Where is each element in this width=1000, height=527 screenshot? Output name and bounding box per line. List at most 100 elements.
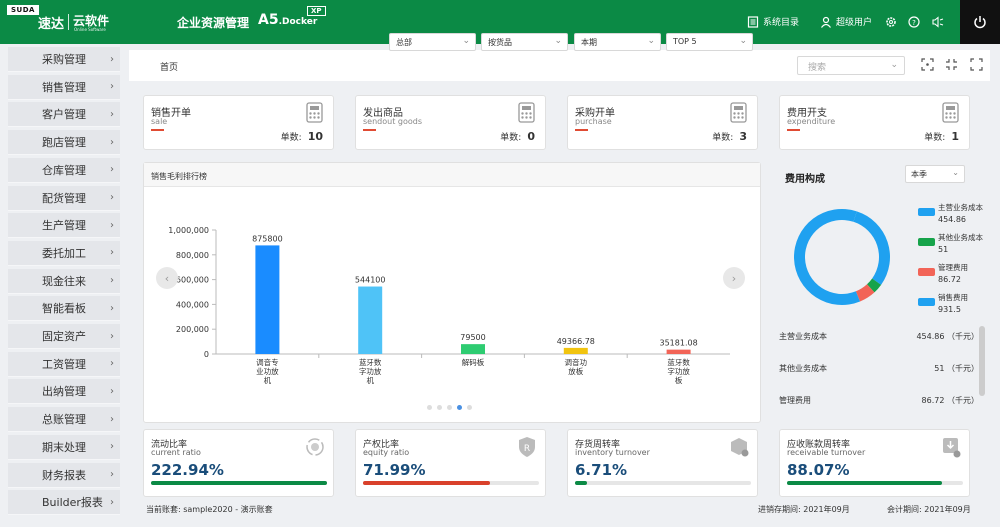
kpi-count-value: 3 [739, 130, 747, 143]
sidebar-item[interactable]: 智能看板 › [8, 296, 120, 322]
sidebar-item-label: 跑店管理 [42, 136, 86, 150]
kpi-title: 费用开支 [787, 108, 827, 119]
sidebar-item[interactable]: 仓库管理 › [8, 157, 120, 183]
carousel-dot[interactable] [437, 405, 442, 410]
chevron-down-icon: ⌄ [647, 36, 655, 46]
carousel-next-button[interactable]: › [723, 267, 745, 289]
sidebar-item-label: 工资管理 [42, 357, 86, 371]
sidebar-item[interactable]: 生产管理 › [8, 213, 120, 239]
tab-home[interactable]: 首页 [160, 63, 179, 73]
x-tick-label: 字功放 [667, 366, 690, 376]
svg-text:?: ? [912, 19, 916, 27]
sidebar-item[interactable]: 采购管理 › [8, 47, 120, 72]
shield-r-icon: R [519, 437, 535, 457]
sales-ranking-card: 销售毛利排行榜 [143, 162, 761, 423]
sidebar-item[interactable]: 固定资产 › [8, 324, 120, 349]
legend-value: 931.5 [938, 305, 961, 314]
legend-name: 销售费用 [938, 293, 968, 302]
sidebar-item-label: 出纳管理 [42, 385, 86, 399]
sidebar-item[interactable]: 工资管理 › [8, 351, 120, 377]
filter-period-select[interactable]: 本期 ⌄ [574, 33, 661, 51]
ratio-subtitle: inventory turnover [575, 448, 650, 457]
chevron-right-icon: › [110, 275, 114, 287]
kpi-count-label: 单数: [500, 133, 522, 143]
scrollbar[interactable] [979, 326, 985, 396]
sidebar-item[interactable]: 期末处理 › [8, 434, 120, 460]
x-tick-label: 机 [264, 375, 272, 385]
kpi-title: 发出商品 [363, 108, 403, 119]
legend-name: 其他业务成本 [938, 233, 983, 242]
brand-divider [68, 14, 69, 30]
legend-name: 管理费用 [938, 263, 968, 272]
carousel-dot[interactable] [467, 405, 472, 410]
sidebar-item[interactable]: 客户管理 › [8, 102, 120, 128]
sidebar-item-label: 总账管理 [42, 413, 86, 427]
filter-branch-value: 总部 [396, 38, 412, 47]
ratio-card[interactable]: 应收账款周转率 receivable turnover 88.07% [779, 429, 970, 497]
legend-swatch [918, 298, 935, 306]
filter-branch-select[interactable]: 总部 ⌄ [389, 33, 476, 51]
filter-group-select[interactable]: 按货品 ⌄ [481, 33, 568, 51]
user-menu-button[interactable]: 超级用户 [820, 15, 872, 28]
sidebar-item[interactable]: 跑店管理 › [8, 130, 120, 156]
help-icon[interactable]: ? [908, 16, 920, 28]
sidebar-item[interactable]: 配货管理 › [8, 185, 120, 211]
kpi-accent [363, 129, 376, 131]
sidebar-item-label: 客户管理 [42, 108, 86, 122]
sidebar-item[interactable]: 出纳管理 › [8, 379, 120, 405]
kpi-count: 单数: 1 [924, 130, 959, 143]
sidebar-item[interactable]: 现金往来 › [8, 268, 120, 294]
settings-icon[interactable] [885, 16, 897, 28]
x-tick-label: 调音专 [256, 357, 279, 367]
carousel-dot[interactable] [427, 405, 432, 410]
kpi-card[interactable]: 费用开支 expenditure 单数: 1 [779, 95, 970, 150]
bar[interactable] [563, 347, 588, 354]
logout-button[interactable] [960, 0, 1000, 44]
sidebar-item[interactable]: Builder报表 › [8, 490, 120, 516]
donut-slice[interactable] [855, 284, 875, 302]
donut-slice[interactable] [867, 278, 882, 293]
search-select[interactable]: 搜索 ⌄ [797, 56, 905, 75]
chevron-right-icon: › [110, 469, 114, 480]
cost-period-select[interactable]: 本季 ⌄ [905, 165, 965, 183]
refresh-coin-icon [306, 438, 324, 456]
sidebar-item-label: 智能看板 [42, 302, 86, 316]
sidebar-item[interactable]: 财务报表 › [8, 462, 120, 488]
ratio-card[interactable]: 流动比率 current ratio 222.94% [143, 429, 334, 497]
kpi-card[interactable]: 销售开单 sale 单数: 10 [143, 95, 334, 150]
brand-logo[interactable]: SUDA 速达 云软件 Online Software [0, 0, 143, 44]
speaker-icon[interactable] [932, 16, 944, 28]
x-tick-label: 板 [675, 375, 683, 385]
bar[interactable] [255, 245, 280, 354]
sidebar-item-label: 采购管理 [42, 53, 86, 66]
ratio-subtitle: equity ratio [363, 448, 410, 457]
x-tick-label: 业功放 [256, 366, 279, 376]
y-tick-label: 800,000 [176, 251, 209, 260]
sidebar-item[interactable]: 总账管理 › [8, 407, 120, 433]
sidebar-item[interactable]: 销售管理 › [8, 74, 120, 100]
brand-name: 速达 [38, 17, 65, 32]
sidebar-item-label: 委托加工 [42, 246, 86, 260]
collapse-icon[interactable] [945, 58, 958, 71]
system-catalog-button[interactable]: 系统目录 [747, 15, 799, 28]
kpi-card[interactable]: 发出商品 sendout goods 单数: 0 [355, 95, 546, 150]
donut-slice[interactable] [853, 211, 890, 285]
carousel-dot[interactable] [447, 405, 452, 410]
kpi-count-value: 10 [307, 130, 323, 143]
bar[interactable] [358, 286, 383, 354]
carousel-prev-button[interactable]: ‹ [156, 267, 178, 289]
sidebar-item[interactable]: 委托加工 › [8, 240, 120, 266]
y-tick-label: 1,000,000 [168, 226, 209, 235]
bar[interactable] [666, 349, 691, 354]
ratio-card[interactable]: 产权比率 equity ratio 71.99% R [355, 429, 546, 497]
ratio-card[interactable]: 存货周转率 inventory turnover 6.71% [567, 429, 758, 497]
product-badge: XP [307, 6, 326, 16]
bar-value-label: 875800 [252, 234, 283, 243]
kpi-card[interactable]: 采购开单 purchase 单数: 3 [567, 95, 758, 150]
fullscreen-icon[interactable] [970, 58, 983, 71]
focus-icon[interactable] [921, 58, 934, 71]
donut-slice[interactable] [794, 209, 861, 305]
filter-top-select[interactable]: TOP 5 ⌄ [666, 33, 753, 51]
carousel-dot[interactable] [457, 405, 462, 410]
bar[interactable] [461, 344, 485, 354]
